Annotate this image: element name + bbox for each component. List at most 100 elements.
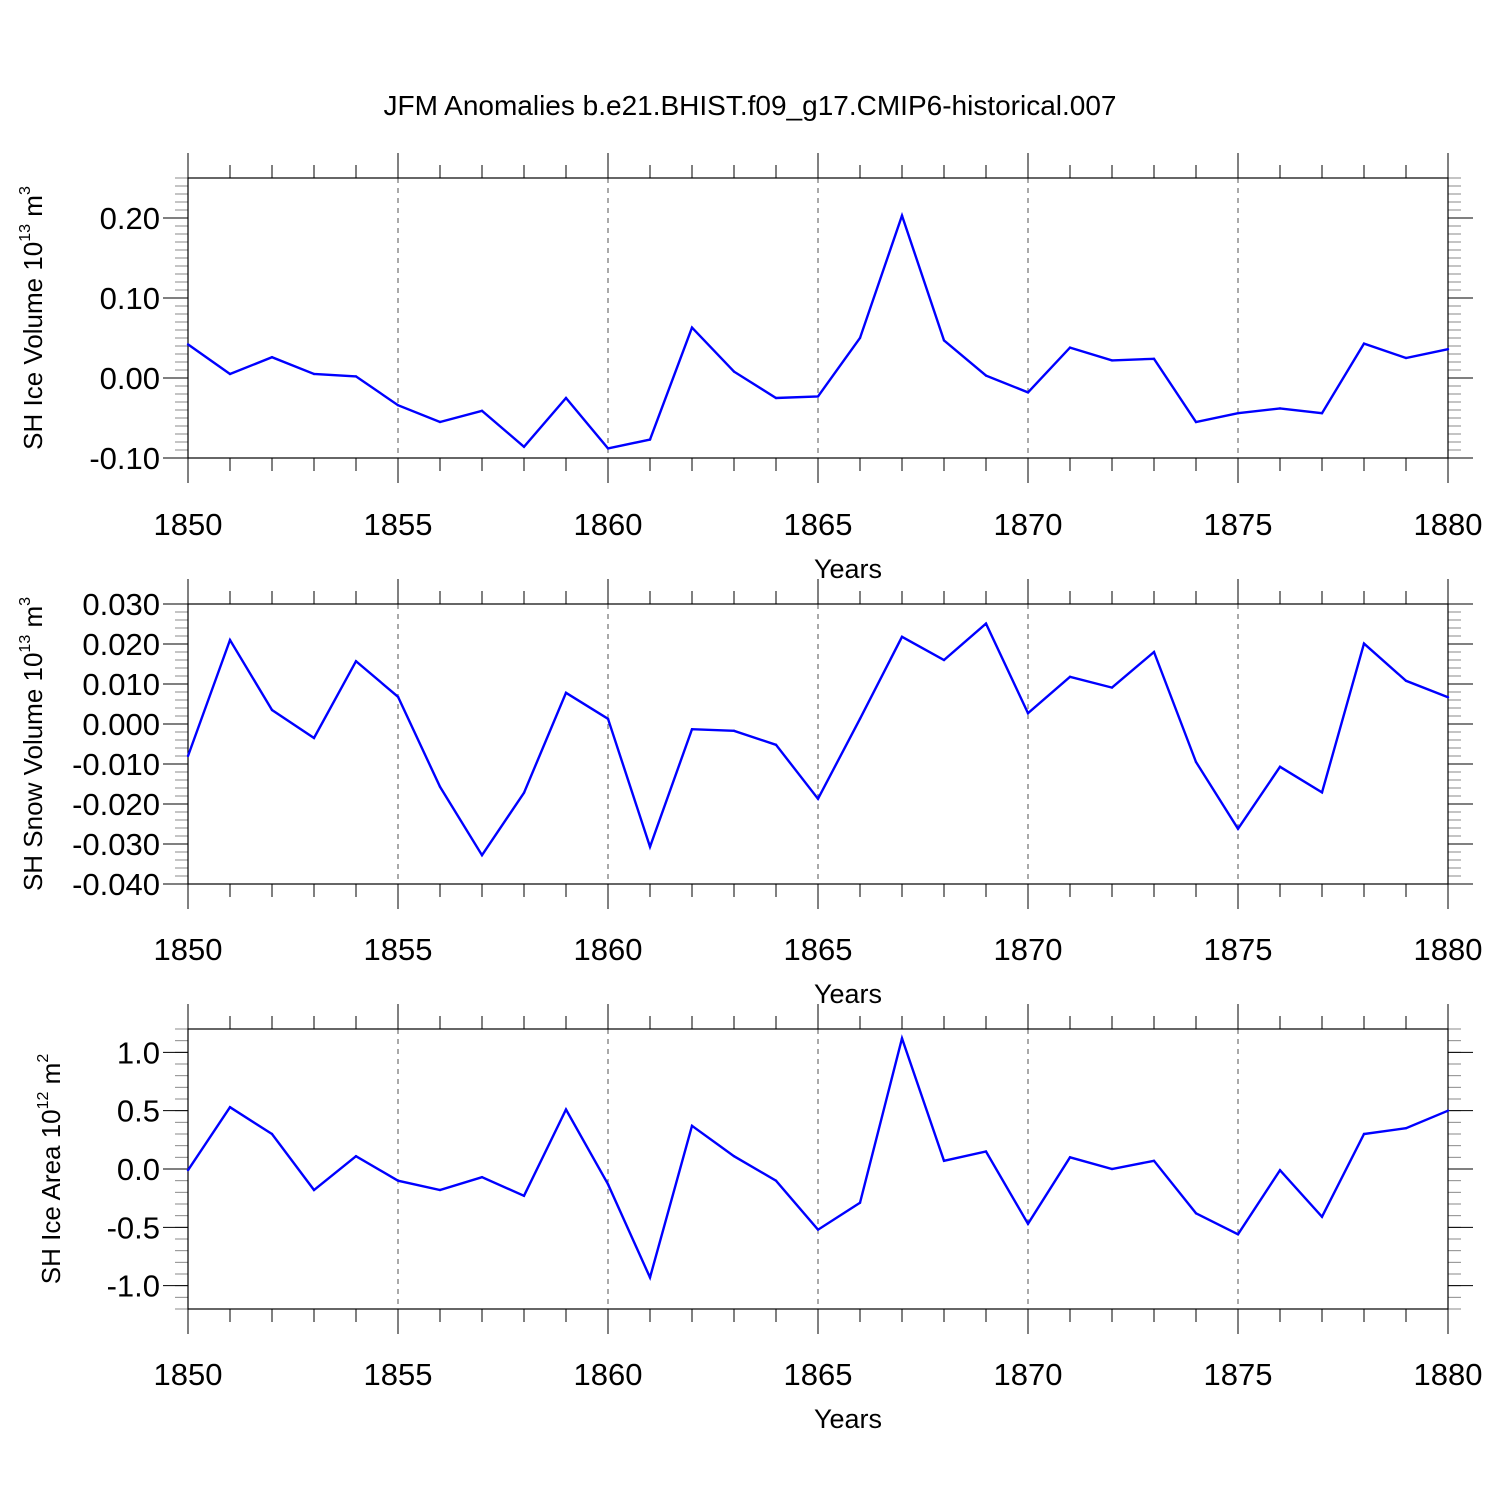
x-tick-label: 1870 <box>994 507 1063 542</box>
data-point <box>186 343 190 346</box>
data-point <box>900 1037 904 1040</box>
data-point <box>438 420 442 424</box>
data-point <box>1362 1132 1366 1136</box>
y-axis-label-exponent: 13 <box>17 635 34 653</box>
x-tick-label: 1860 <box>574 507 643 542</box>
data-point <box>1026 391 1030 394</box>
data-point <box>1068 675 1072 678</box>
data-point <box>984 622 988 625</box>
data-point <box>1026 1222 1030 1226</box>
y-tick-label: -0.10 <box>89 441 160 476</box>
data-point <box>522 791 526 794</box>
x-tick-label: 1855 <box>364 507 433 542</box>
data-point <box>522 445 526 448</box>
data-point <box>1068 1156 1072 1159</box>
data-point <box>942 658 946 662</box>
data-point <box>354 375 358 378</box>
x-tick-label: 1850 <box>154 932 223 967</box>
data-point <box>480 1175 484 1179</box>
data-point <box>774 1179 778 1182</box>
y-axis-label-unit-exponent: 3 <box>17 186 34 195</box>
y-axis-label: SH Ice Volume 1013 m3 <box>17 186 48 450</box>
data-point <box>1236 412 1240 415</box>
data-point <box>1320 791 1324 794</box>
y-tick-label: -0.040 <box>72 867 160 902</box>
data-point <box>1404 1126 1408 1130</box>
panel-3: 1.0 0.5 0.0 -0.5 -1.0 1850 1855 1860 1865 1870 187… <box>35 1004 1482 1434</box>
data-point <box>690 728 694 731</box>
data-point <box>606 1182 610 1186</box>
data-point <box>480 854 484 857</box>
data-point <box>942 339 946 342</box>
y-tick-label: 0.0 <box>117 1152 160 1187</box>
panel-1: 0.20 0.10 0.00 -0.10 1850 1855 1860 1865 1870 187… <box>17 153 1482 584</box>
plot-frame <box>187 603 1449 885</box>
y-axis-label-unit: m <box>18 195 48 224</box>
y-tick-label: 0.030 <box>82 587 160 622</box>
x-tick-label: 1865 <box>784 507 853 542</box>
data-point <box>564 691 568 694</box>
y-tick-label: -0.020 <box>72 787 160 822</box>
data-point <box>564 396 568 400</box>
data-point <box>690 326 694 329</box>
plot-frame <box>187 177 1449 459</box>
data-point <box>1026 712 1030 715</box>
data-point <box>480 409 484 412</box>
y-axis-label-text: SH Ice Volume 10 <box>18 242 48 450</box>
x-tick-label: 1855 <box>364 932 433 967</box>
x-tick-label: 1855 <box>364 1357 433 1392</box>
data-point <box>1194 760 1198 764</box>
data-point <box>312 372 316 376</box>
y-tick-label: 0.000 <box>82 707 160 742</box>
data-point <box>1110 686 1114 689</box>
data-point <box>1110 359 1114 362</box>
data-point <box>648 845 652 848</box>
data-point <box>312 1188 316 1192</box>
data-point <box>774 743 778 746</box>
x-tick-label: 1870 <box>994 932 1063 967</box>
data-point <box>270 1132 274 1136</box>
data-point <box>1362 642 1366 645</box>
y-tick-label: 0.010 <box>82 667 160 702</box>
y-axis-label-text: SH Snow Volume 10 <box>18 653 48 891</box>
data-point <box>354 1154 358 1158</box>
y-tick-label: 0.5 <box>117 1094 160 1129</box>
data-point <box>858 336 862 340</box>
y-tick-label: -1.0 <box>107 1269 160 1304</box>
x-tick-label: 1860 <box>574 1357 643 1392</box>
x-tick-label: 1870 <box>994 1357 1063 1392</box>
x-tick-label: 1860 <box>574 932 643 967</box>
data-point <box>816 395 820 398</box>
x-tick-label: 1880 <box>1414 932 1483 967</box>
data-point <box>900 214 904 217</box>
data-point <box>354 660 358 663</box>
x-tick-label: 1850 <box>154 507 223 542</box>
data-point <box>228 372 232 376</box>
y-axis-label-exponent: 12 <box>35 1091 52 1109</box>
data-point <box>1320 1215 1324 1219</box>
x-axis-label: Years <box>814 979 882 1009</box>
y-axis-label: SH Ice Area 1012 m2 <box>35 1054 66 1285</box>
x-tick-label: 1875 <box>1204 1357 1273 1392</box>
data-point <box>186 1168 190 1172</box>
data-point <box>1404 679 1408 682</box>
data-point <box>1152 650 1156 654</box>
data-point <box>1446 696 1450 699</box>
x-tick-label: 1880 <box>1414 1357 1483 1392</box>
y-tick-label: -0.5 <box>107 1210 160 1245</box>
data-point <box>186 754 190 758</box>
data-point <box>732 1154 736 1158</box>
data-point <box>858 1201 862 1205</box>
y-tick-label: 0.20 <box>100 201 160 236</box>
data-point <box>1110 1167 1114 1171</box>
data-point <box>396 1179 400 1182</box>
y-tick-label: 1.0 <box>117 1035 160 1070</box>
data-point <box>1278 1168 1282 1172</box>
figure-title: JFM Anomalies b.e21.BHIST.f09_g17.CMIP6-… <box>383 90 1116 121</box>
y-tick-label: 0.10 <box>100 281 160 316</box>
data-point <box>522 1194 526 1198</box>
y-axis-label-unit-exponent: 2 <box>35 1054 52 1063</box>
data-point <box>438 1188 442 1192</box>
data-point <box>270 356 274 359</box>
